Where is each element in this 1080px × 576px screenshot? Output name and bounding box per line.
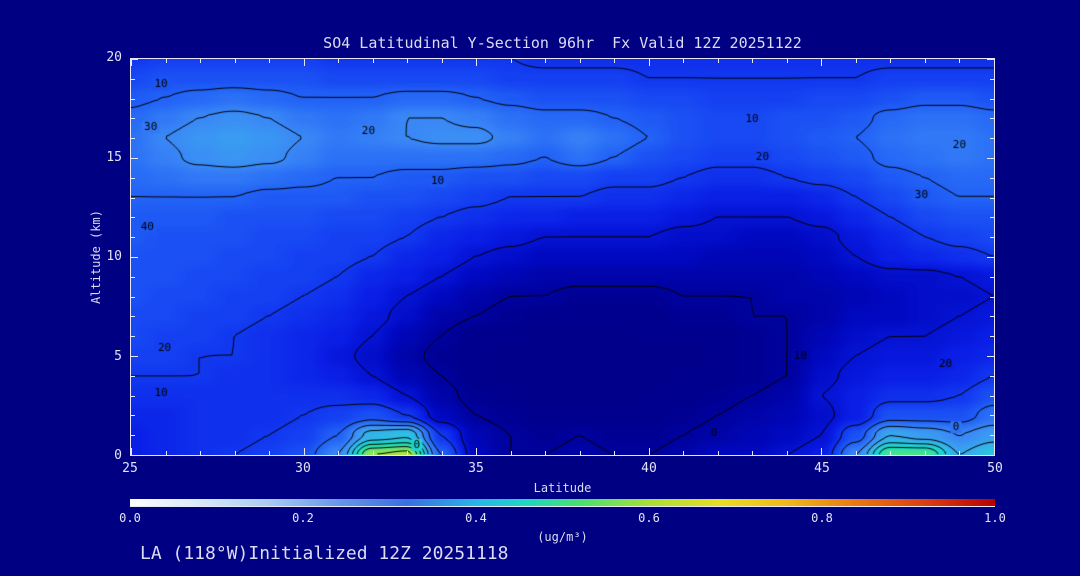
y-tick-label: 10 <box>106 249 122 264</box>
chart-title: SO4 Latitudinal Y-Section 96hr Fx Valid … <box>323 34 802 52</box>
colorbar-tick-label: 0.4 <box>465 511 487 525</box>
y-tick-label: 0 <box>114 448 122 463</box>
x-axis-label: Latitude <box>533 481 592 495</box>
x-tick-label: 45 <box>814 461 830 476</box>
colorbar-unit-label: (ug/m³) <box>537 530 588 544</box>
x-tick-label: 40 <box>641 461 657 476</box>
colorbar-tick-label: 0.2 <box>292 511 314 525</box>
colorbar-tick-label: 1.0 <box>984 511 1006 525</box>
init-info-text: LA (118°W)Initialized 12Z 20251118 <box>140 543 509 564</box>
x-tick-label: 50 <box>987 461 1003 476</box>
x-tick-label: 25 <box>122 461 138 476</box>
colorbar-tick-label: 0.8 <box>811 511 833 525</box>
y-tick-label: 5 <box>114 348 122 364</box>
y-tick-label: 20 <box>106 50 122 65</box>
colorbar <box>130 499 995 507</box>
x-tick-label: 30 <box>295 461 311 476</box>
contour-plot-canvas <box>130 58 995 456</box>
y-tick-label: 15 <box>106 149 122 165</box>
colorbar-tick-label: 0.6 <box>638 511 660 525</box>
x-tick-label: 35 <box>468 461 484 476</box>
colorbar-tick-label: 0.0 <box>119 511 141 525</box>
